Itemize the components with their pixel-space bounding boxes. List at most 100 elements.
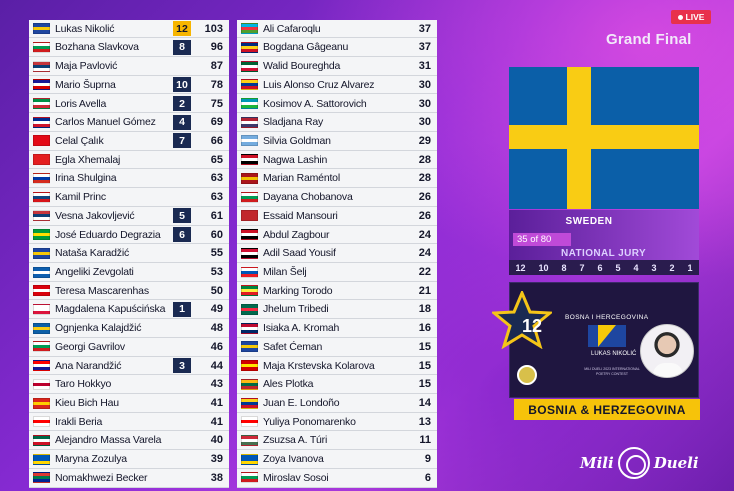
scoreboard-row: Zoya Ivanova 9 <box>237 451 437 469</box>
live-badge: LIVE <box>671 10 711 24</box>
contestant-name: Yuliya Ponomarenko <box>263 415 356 428</box>
contestant-name: Georgi Gavrilov <box>55 340 125 353</box>
scoreboard-row: Egla Xhemalaj 65 <box>29 151 229 170</box>
scoreboard-row: Safet Ćeman 15 <box>237 338 437 357</box>
awarded-points-badge: 2 <box>173 96 191 112</box>
total-score: 30 <box>418 116 431 129</box>
scoreboard-row: José Eduardo Degrazia 6 60 <box>29 226 229 245</box>
scoreboard-row: Milan Šelj 22 <box>237 263 437 282</box>
total-score: 50 <box>210 284 223 297</box>
contestant-name: Kosimov A. Sattorovich <box>263 97 367 110</box>
total-score: 49 <box>210 303 223 316</box>
award-points: 12 <box>521 316 543 336</box>
voting-country-bar: SWEDEN 35 of 80 NATIONAL JURY <box>509 210 699 260</box>
country-flag-icon <box>241 98 258 110</box>
awarded-points-badge: 1 <box>173 301 191 317</box>
scoreboard-row: Abdul Zagbour 24 <box>237 226 437 245</box>
contestant-name: Nataša Karadžić <box>55 247 130 260</box>
points-scale-value: 4 <box>633 262 639 273</box>
total-score: 9 <box>424 453 431 466</box>
total-score: 39 <box>210 453 223 466</box>
scoreboard-row: Kamil Princ 63 <box>29 188 229 207</box>
awarded-points-badge: 10 <box>173 77 191 93</box>
scoreboard-row: Isiaka A. Kromah 16 <box>237 320 437 338</box>
scoreboard-row: Miroslav Sosoi 6 <box>237 469 437 488</box>
total-score: 63 <box>210 172 223 185</box>
country-flag-icon <box>241 434 258 446</box>
contestant-name: Bozhana Slavkova <box>55 41 139 54</box>
country-flag-icon <box>241 341 258 353</box>
total-score: 13 <box>418 415 431 428</box>
total-score: 28 <box>418 153 431 166</box>
total-score: 96 <box>210 41 223 54</box>
total-score: 24 <box>418 228 431 241</box>
scoreboard-row: Vesna Jakovljević 5 61 <box>29 207 229 226</box>
contestant-name: Isiaka A. Kromah <box>263 322 340 335</box>
contestant-name: Adil Saad Yousif <box>263 247 336 260</box>
contestant-name: Nagwa Lashin <box>263 153 328 166</box>
total-score: 87 <box>210 60 223 73</box>
total-score: 26 <box>418 209 431 222</box>
brand-logo: Mili Dueli <box>580 443 720 483</box>
scoreboard-row: Irakli Beria 41 <box>29 413 229 432</box>
country-flag-icon <box>33 266 50 278</box>
scoreboard-row: Maryna Zozulya 39 <box>29 451 229 469</box>
country-flag-icon <box>241 453 258 465</box>
total-score: 40 <box>210 434 223 447</box>
contestant-name: Vesna Jakovljević <box>55 209 135 222</box>
country-flag-icon <box>33 154 50 166</box>
country-flag-icon <box>33 434 50 446</box>
scoreboard-row: Nataša Karadžić 55 <box>29 245 229 263</box>
total-score: 24 <box>418 247 431 260</box>
country-flag-icon <box>33 210 50 222</box>
contestant-name: Miroslav Sosoi <box>263 471 329 484</box>
country-flag-icon <box>241 303 258 315</box>
contestant-name: Irina Shulgina <box>55 172 117 185</box>
total-score: 28 <box>418 172 431 185</box>
contestant-name: Kieu Bich Hau <box>55 397 119 410</box>
awarded-points-badge: 12 <box>173 21 191 37</box>
scoreboard-row: Walid Boureghda 31 <box>237 57 437 76</box>
scoreboard-row: Maja Pavlović 87 <box>29 57 229 76</box>
total-score: 29 <box>418 134 431 147</box>
scoreboard-row: Nomakhwezi Becker 38 <box>29 469 229 488</box>
total-score: 38 <box>210 471 223 484</box>
jury-label: NATIONAL JURY <box>561 248 647 259</box>
contestant-name: Egla Xhemalaj <box>55 153 121 166</box>
live-dot-icon <box>677 14 683 20</box>
country-flag-icon <box>241 210 258 222</box>
bosnia-flag-icon <box>588 325 626 347</box>
scoreboard-row: Marking Torodo 21 <box>237 282 437 301</box>
scoreboard-row: Dayana Chobanova 26 <box>237 188 437 207</box>
contestant-name: Irakli Beria <box>55 415 103 428</box>
contestant-name: Mario Šuprna <box>55 78 116 91</box>
contestant-name: Alejandro Massa Varela <box>55 434 162 447</box>
award-card: 12 BOSNA I HERCEGOVINA LUKAS NIKOLIĆ MIL… <box>492 282 699 398</box>
scoreboard-row: Essaid Mansouri 26 <box>237 207 437 226</box>
total-score: 14 <box>418 397 431 410</box>
country-flag-icon <box>33 378 50 390</box>
total-score: 15 <box>418 378 431 391</box>
total-score: 18 <box>418 303 431 316</box>
contestant-name: Safet Ćeman <box>263 340 323 353</box>
contestant-name: Loris Avella <box>55 97 107 110</box>
contestant-name: Dayana Chobanova <box>263 191 353 204</box>
flag-triangle <box>598 325 616 347</box>
contestant-name: Carlos Manuel Gómez <box>55 116 156 129</box>
contestant-name: Nomakhwezi Becker <box>55 471 148 484</box>
points-scale: 12 10 8 7 6 5 4 3 2 1 <box>509 260 699 275</box>
contestant-name: Marian Raméntol <box>263 172 340 185</box>
contestant-name: Angeliki Zevgolati <box>55 266 134 279</box>
scoreboard-row: Kieu Bich Hau 41 <box>29 394 229 413</box>
total-score: 22 <box>418 266 431 279</box>
awarded-points-badge: 4 <box>173 114 191 130</box>
awarded-points-badge: 8 <box>173 39 191 55</box>
country-flag-icon <box>241 41 258 53</box>
total-score: 6 <box>424 471 431 484</box>
contestant-name: Bogdana Gâgeanu <box>263 41 349 54</box>
awarded-points-badge: 6 <box>173 227 191 243</box>
country-flag-icon <box>241 135 258 147</box>
scoreboard-row: Angeliki Zevgolati 53 <box>29 263 229 282</box>
points-scale-value: 8 <box>561 262 567 273</box>
points-scale-value: 2 <box>669 262 675 273</box>
